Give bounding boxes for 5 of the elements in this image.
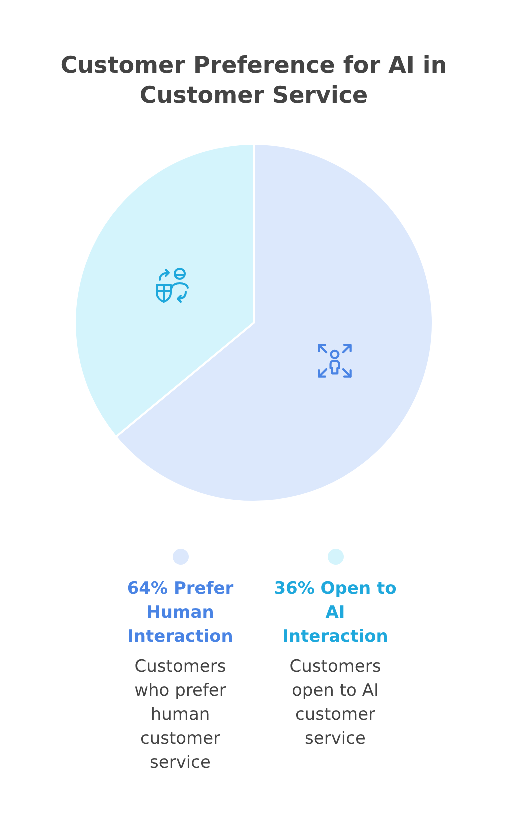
legend-label: 64% Prefer Human Interaction	[126, 578, 235, 649]
legend-label: 36% Open to AI Interaction	[273, 578, 398, 649]
chart-title: Customer Preference for AI in Customer Service	[60, 52, 448, 111]
text: Customers open to AI customer service	[288, 656, 382, 751]
text: Customers who prefer human customer service	[134, 656, 228, 775]
